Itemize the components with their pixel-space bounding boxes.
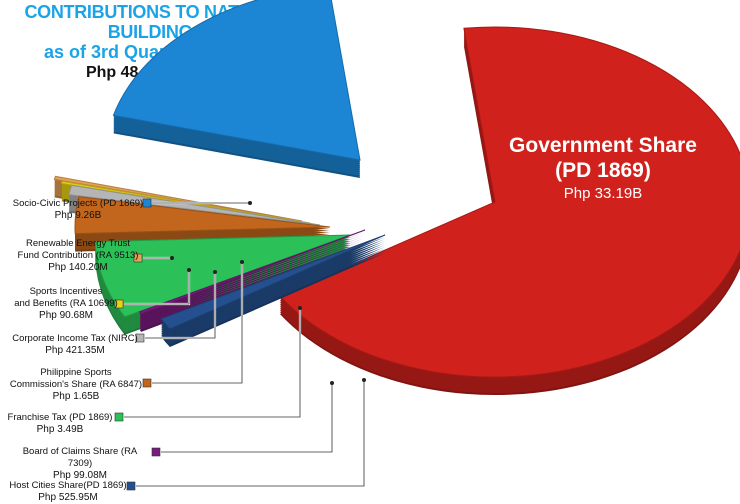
slice-name-line2: Fund Contribution (RA 9513) <box>17 250 139 261</box>
slice-label-3: Franchise Tax (PD 1869) Php 3.49B <box>0 412 130 436</box>
leader-line-halo-1 <box>136 380 366 488</box>
slice-label-6: Sports Incentives and Benefits (RA 10699)… <box>0 286 136 322</box>
slice-value: Php 421.35M <box>45 345 105 356</box>
slice-name: Philippine Sports <box>40 367 112 378</box>
pie-slice-3 <box>94 234 351 318</box>
pie-slice-wall-2 <box>139 238 365 322</box>
slice-value: Php 3.49B <box>36 424 84 435</box>
slice-value: Php 99.08M <box>53 470 107 481</box>
pie-slice-0 <box>279 26 740 378</box>
legend-swatch-1 <box>126 481 136 491</box>
legend-swatch-6 <box>114 299 124 309</box>
slice-name: Socio-Civic Projects (PD 1869) <box>12 198 144 209</box>
pie-slice-wall-2 <box>139 242 365 326</box>
slice-value: Php 9.26B <box>54 210 102 221</box>
slice-name: Franchise Tax (PD 1869) <box>7 412 113 423</box>
slice-label-1: Host Cities Share(PD 1869) Php 525.95M <box>0 480 138 504</box>
pie-slice-4 <box>74 196 331 235</box>
legend-swatch-5 <box>135 333 145 343</box>
leader-dot-2 <box>330 381 334 385</box>
pie-slice-1 <box>160 234 386 330</box>
legend-swatch-2 <box>151 447 161 457</box>
slice-name: Board of Claims Share (RA 7309) <box>22 446 138 469</box>
slice-name: Corporate Income Tax (NIRC) <box>12 333 138 344</box>
slice-label-5: Corporate Income Tax (NIRC) Php 421.35M <box>5 333 145 357</box>
legend-swatch-3 <box>114 412 124 422</box>
leader-dot-1 <box>362 378 366 382</box>
slice-value: Php 140.20M <box>48 262 108 273</box>
leader-dot-6 <box>187 268 191 272</box>
pie-slice-wall-2 <box>139 236 365 320</box>
pie-slice-wall-2 <box>139 232 365 316</box>
pie-slice-wall-2 <box>139 240 365 324</box>
leader-line-4 <box>152 262 243 384</box>
leader-dot-5 <box>213 270 217 274</box>
leader-line-5 <box>145 272 216 339</box>
leader-line-3 <box>124 308 301 418</box>
slice-label-government-share: Government Share <box>509 134 697 157</box>
slice-label-7: Renewable Energy Trust Fund Contribution … <box>8 238 148 274</box>
legend-swatch-8 <box>142 198 152 208</box>
leader-dot-8 <box>248 201 252 205</box>
slice-label-8: Socio-Civic Projects (PD 1869) Php 9.26B <box>8 198 148 222</box>
leader-dot-7 <box>170 256 174 260</box>
pie-slice-2 <box>138 229 366 315</box>
leader-dot-3 <box>298 306 302 310</box>
pie-slice-5 <box>68 184 321 226</box>
slice-label-government-share-law: (PD 1869) <box>555 159 651 182</box>
leader-line-2 <box>161 383 333 453</box>
legend-swatch-7 <box>133 253 143 263</box>
pie-slice-8 <box>112 0 361 161</box>
slice-name: Renewable Energy Trust <box>25 238 131 249</box>
slice-label-4: Philippine Sports Commission's Share (RA … <box>6 367 146 403</box>
slice-value: Php 90.68M <box>39 310 93 321</box>
slice-value: Php 1.65B <box>52 391 100 402</box>
slice-name-line2: and Benefits (RA 10699) <box>14 298 118 309</box>
legend-swatch-4 <box>142 378 152 388</box>
pie-slice-wall-2 <box>139 234 365 318</box>
slice-name: Host Cities Share(PD 1869) <box>9 480 127 491</box>
slice-value: Php 525.95M <box>38 492 98 503</box>
slice-name-line2: Commission's Share (RA 6847) <box>9 379 143 390</box>
slice-name: Sports Incentives <box>29 286 103 297</box>
leader-line-6 <box>124 270 190 305</box>
slice-label-2: Board of Claims Share (RA 7309) Php 99.08… <box>10 446 150 482</box>
leader-dot-4 <box>240 260 244 264</box>
pie-slice-7 <box>53 175 303 222</box>
slice-value-government-share: Php 33.19B <box>564 185 642 202</box>
leader-line-1 <box>136 380 365 487</box>
